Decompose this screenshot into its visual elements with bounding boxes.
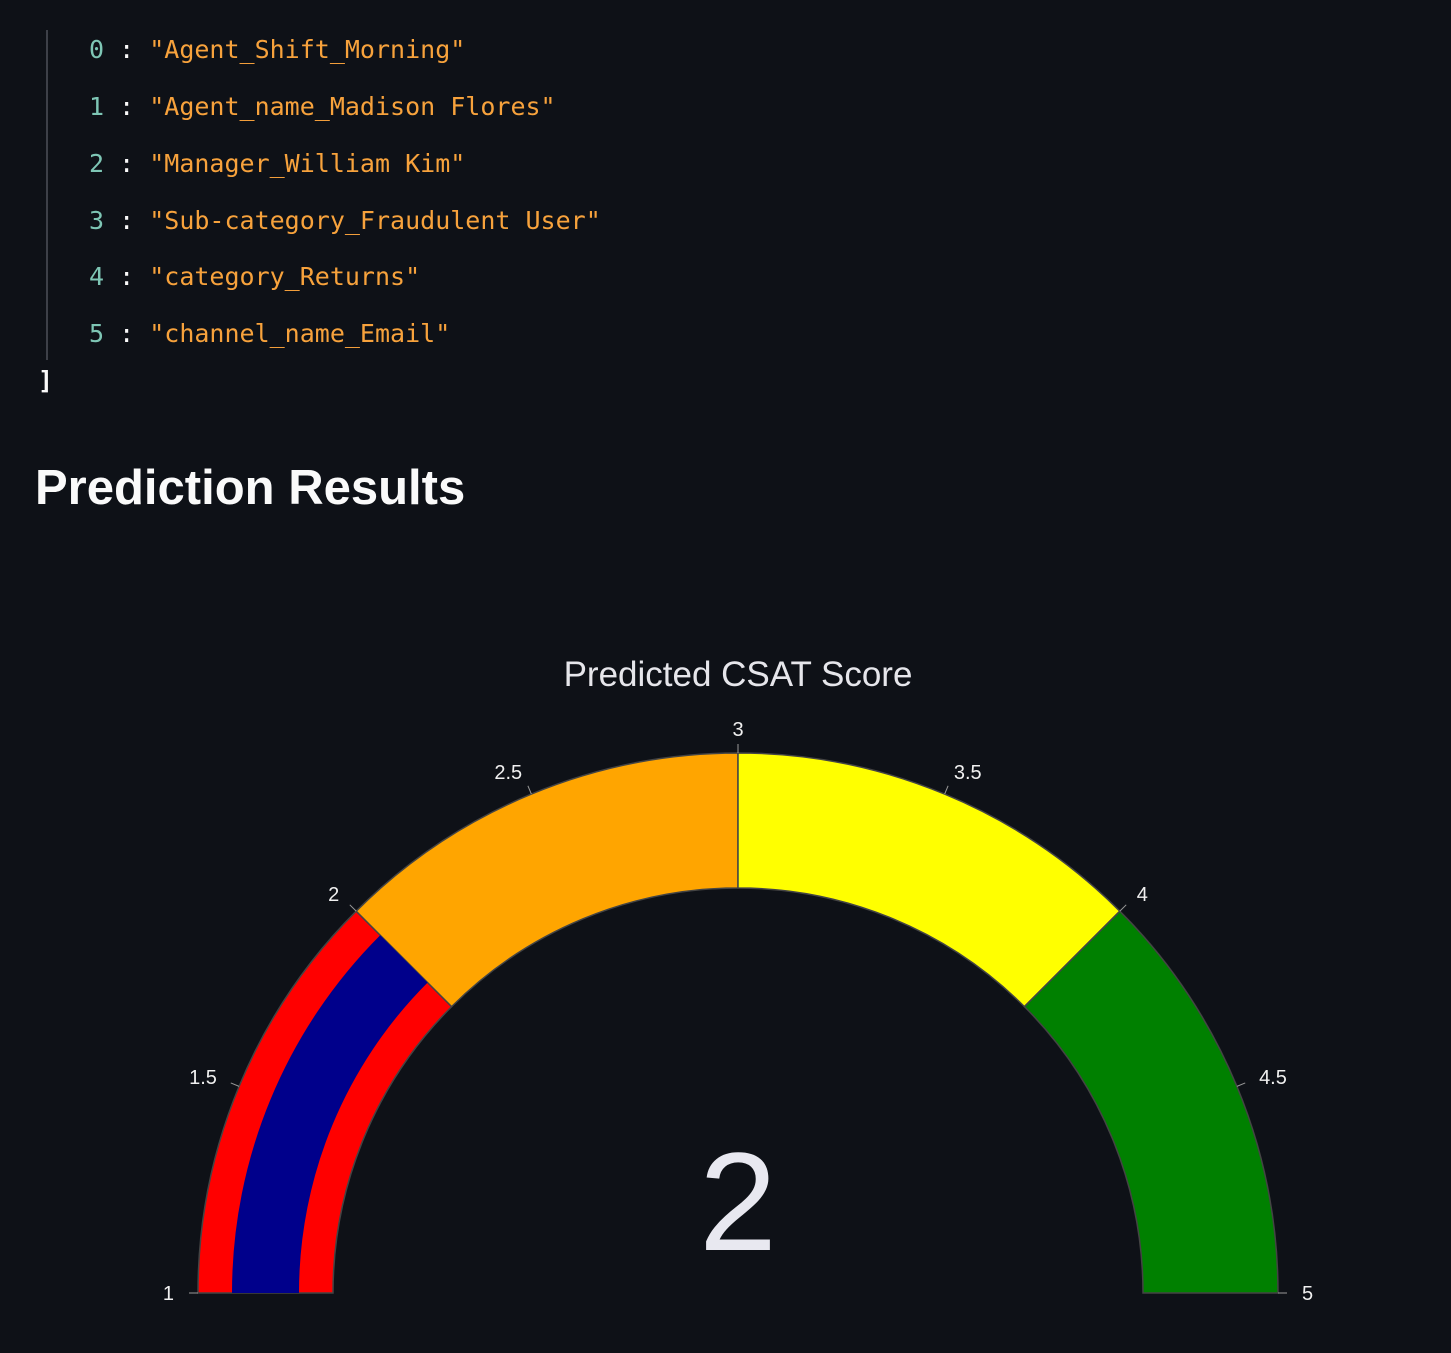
gauge-title: Predicted CSAT Score <box>564 655 913 694</box>
gauge-step-3 <box>1023 910 1279 1294</box>
json-item-colon: : <box>104 319 150 348</box>
gauge-tick-mark <box>527 785 532 795</box>
gauge-ticks: 1 1.5 2 2.5 3 3.5 4 4.5 5 <box>163 719 1313 1305</box>
json-item-index: 1 <box>89 92 105 121</box>
json-item: 5 : "channel_name_Email" <box>89 314 450 354</box>
json-item-value: "Manager_William Kim" <box>149 149 466 178</box>
json-item: 4 : "category_Returns" <box>89 257 420 297</box>
json-item-value: "category_Returns" <box>149 262 421 291</box>
gauge-tick-label: 3 <box>732 719 743 741</box>
gauge-tick-label: 4.5 <box>1259 1067 1287 1089</box>
json-item-colon: : <box>104 35 150 64</box>
json-item-value: "Agent_name_Madison Flores" <box>149 92 556 121</box>
gauge-value-bar <box>232 935 428 1293</box>
json-item-value: "channel_name_Email" <box>149 319 451 348</box>
gauge-tick-label: 4 <box>1137 884 1148 906</box>
json-item-value: "Sub-category_Fraudulent User" <box>149 206 601 235</box>
json-item: 2 : "Manager_William Kim" <box>89 144 465 184</box>
json-item-index: 2 <box>89 149 105 178</box>
gauge-value: 2 <box>699 1123 777 1280</box>
json-item: 0 : "Agent_Shift_Morning" <box>89 30 465 70</box>
gauge-tick-mark <box>230 1082 240 1087</box>
gauge-tick-mark <box>1236 1082 1246 1087</box>
json-item-colon: : <box>104 262 150 291</box>
json-list: 0 : "Agent_Shift_Morning" 1 : "Agent_nam… <box>46 30 748 360</box>
json-item-value: "Agent_Shift_Morning" <box>149 35 466 64</box>
json-closing-bracket: ] <box>38 366 54 395</box>
json-item-index: 3 <box>89 206 105 235</box>
gauge-tick-label: 3.5 <box>954 762 982 784</box>
json-item-index: 5 <box>89 319 105 348</box>
gauge-tick-mark <box>1119 904 1127 912</box>
json-item: 3 : "Sub-category_Fraudulent User" <box>89 201 601 241</box>
gauge-tick-label: 5 <box>1302 1283 1313 1305</box>
page-title: Prediction Results <box>35 461 466 515</box>
json-item: 1 : "Agent_name_Madison Flores" <box>89 87 556 127</box>
json-item-index: 4 <box>89 262 105 291</box>
gauge-tick-label: 1.5 <box>189 1067 217 1089</box>
json-item-index: 0 <box>89 35 105 64</box>
gauge-bar-group <box>232 935 428 1293</box>
gauge-tick-label: 1 <box>163 1283 174 1305</box>
gauge-tick-mark <box>944 785 949 795</box>
gauge-tick-mark <box>349 904 357 912</box>
gauge-tick-label: 2.5 <box>494 762 522 784</box>
json-item-colon: : <box>104 206 150 235</box>
gauge-tick-label: 2 <box>328 884 339 906</box>
json-item-colon: : <box>104 92 150 121</box>
json-item-colon: : <box>104 149 150 178</box>
